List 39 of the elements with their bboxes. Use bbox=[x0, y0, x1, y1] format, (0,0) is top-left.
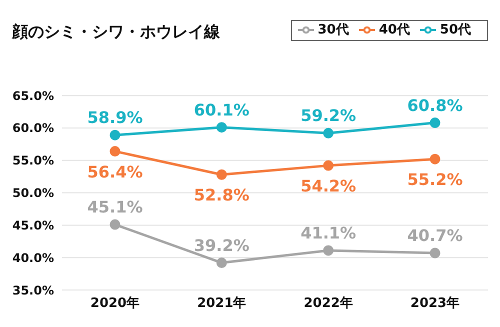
y-tick-label: 50.0% bbox=[12, 186, 54, 200]
data-label: 39.2% bbox=[194, 236, 250, 255]
point bbox=[110, 146, 120, 157]
y-tick-label: 55.0% bbox=[12, 154, 54, 168]
data-label: 52.8% bbox=[194, 186, 250, 205]
chart-title: 顔のシミ・シワ・ホウレイ線 bbox=[12, 22, 220, 43]
point bbox=[110, 130, 120, 140]
legend-label: 50代 bbox=[440, 22, 471, 38]
y-tick-label: 45.0% bbox=[12, 218, 54, 232]
data-label: 59.2% bbox=[300, 106, 356, 126]
x-tick-label: 2023年 bbox=[410, 296, 460, 312]
point bbox=[430, 118, 440, 128]
point bbox=[216, 258, 227, 268]
data-label: 45.1% bbox=[87, 198, 143, 217]
x-tick-label: 2022年 bbox=[304, 296, 353, 312]
point bbox=[216, 169, 227, 180]
y-tick-label: 40.0% bbox=[12, 250, 54, 265]
data-label: 56.4% bbox=[87, 162, 143, 182]
legend-label: 30代 bbox=[318, 22, 349, 38]
legend-label: 40代 bbox=[378, 22, 410, 38]
point bbox=[430, 154, 440, 164]
data-label: 60.1% bbox=[194, 100, 250, 120]
point bbox=[110, 219, 120, 230]
x-tick-label: 2021年 bbox=[197, 296, 246, 312]
y-tick-label: 60.0% bbox=[12, 121, 54, 136]
y-tick-label: 35.0% bbox=[12, 283, 54, 298]
data-label: 58.9% bbox=[87, 108, 143, 128]
point bbox=[216, 122, 227, 133]
y-tick-label: 65.0% bbox=[12, 88, 54, 103]
point bbox=[323, 128, 334, 138]
data-label: 55.2% bbox=[407, 170, 463, 190]
x-tick-label: 2020年 bbox=[90, 296, 140, 312]
point bbox=[430, 248, 440, 258]
data-label: 41.1% bbox=[300, 223, 356, 242]
data-label: 60.8% bbox=[407, 96, 463, 115]
point bbox=[323, 160, 334, 171]
point bbox=[323, 245, 334, 256]
data-label: 54.2% bbox=[300, 176, 356, 196]
data-label: 40.7% bbox=[407, 226, 463, 246]
